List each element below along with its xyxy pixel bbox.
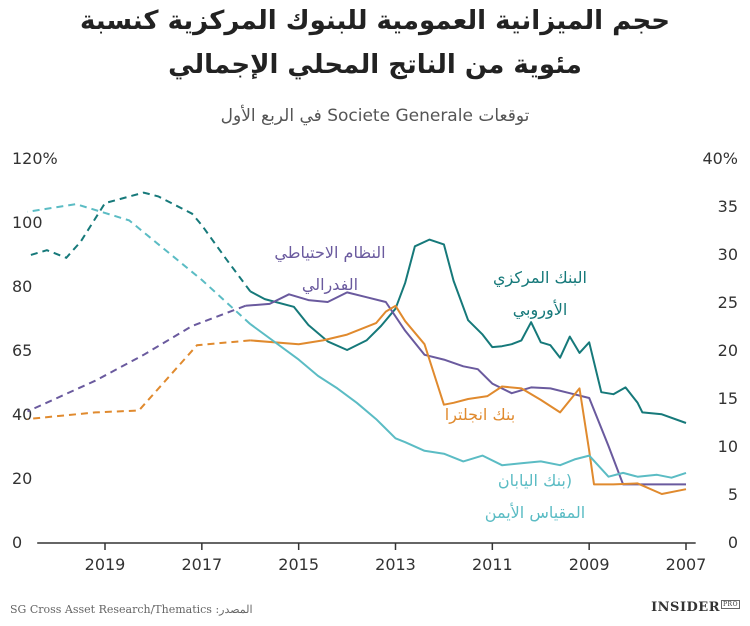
brand-logo: INSIDER PRO [651, 599, 740, 615]
y-right-tick-label: 15 [718, 389, 738, 408]
chart-subtitle: توقعات Societe Generale في الربع الأول [220, 106, 530, 126]
series-label-ecb: البنك المركزي [493, 268, 587, 288]
y-right-tick-label: 20 [718, 341, 738, 360]
series-label-boe: بنك انجلترا [445, 405, 515, 425]
x-tick-label: 2013 [375, 555, 416, 574]
series-label-ecb: الأوروبي [513, 299, 568, 320]
series-forecast-line-ecb [27, 191, 252, 292]
y-right-tick-label: 40% [702, 149, 738, 168]
series-line-boj [249, 323, 687, 479]
y-left-tick-label: 40 [12, 405, 32, 424]
series-labels: البنك المركزي الأوروبي النظام الاحتياطي الف… [274, 243, 587, 523]
series-forecast-line-boj [27, 203, 251, 325]
series-lines [27, 191, 687, 495]
x-tick-label: 2007 [666, 555, 707, 574]
brand-name: INSIDER [651, 600, 721, 615]
y-left-tick-label: 120% [12, 149, 58, 168]
y-right-tick-label: 0 [728, 533, 738, 552]
y-right-tick-label: 5 [728, 485, 738, 504]
y-left-tick-label: 100 [12, 213, 43, 232]
brand-badge: PRO [721, 599, 740, 609]
series-line-fed [245, 291, 686, 486]
y-left-tick-label: 65 [12, 341, 32, 360]
source-note: SG Cross Asset Research/Thematics :المصد… [10, 603, 253, 616]
series-label-fed: الفدرالي [302, 275, 358, 295]
x-tick-label: 2009 [569, 555, 610, 574]
series-line-ecb [249, 238, 687, 424]
y-right-tick-label: 30 [718, 245, 738, 264]
chart-title-line-2: مئوية من الناتج المحلي الإجمالي [168, 50, 582, 80]
x-tick-label: 2017 [181, 555, 222, 574]
chart-title-line-1: حجم الميزانية العمومية للبنوك المركزية ك… [79, 6, 671, 36]
series-forecast-line-boe [27, 339, 251, 421]
x-tick-label: 2015 [278, 555, 319, 574]
x-tick-label: 2019 [85, 555, 126, 574]
y-left-tick-label: 0 [12, 533, 22, 552]
y-left-tick-label: 80 [12, 277, 32, 296]
series-label-boj: (بنك اليابان [498, 471, 572, 490]
x-tick-label: 2011 [472, 555, 513, 574]
y-right-tick-label: 10 [718, 437, 738, 456]
series-label-fed: النظام الاحتياطي [274, 243, 385, 263]
y-right-tick-label: 35 [718, 197, 738, 216]
series-forecast-line-fed [27, 304, 246, 413]
series-label-boj: المقياس الأيمن [485, 502, 585, 523]
y-right-tick-label: 25 [718, 293, 738, 312]
series-line-boe [250, 304, 687, 495]
y-left-tick-label: 20 [12, 469, 32, 488]
